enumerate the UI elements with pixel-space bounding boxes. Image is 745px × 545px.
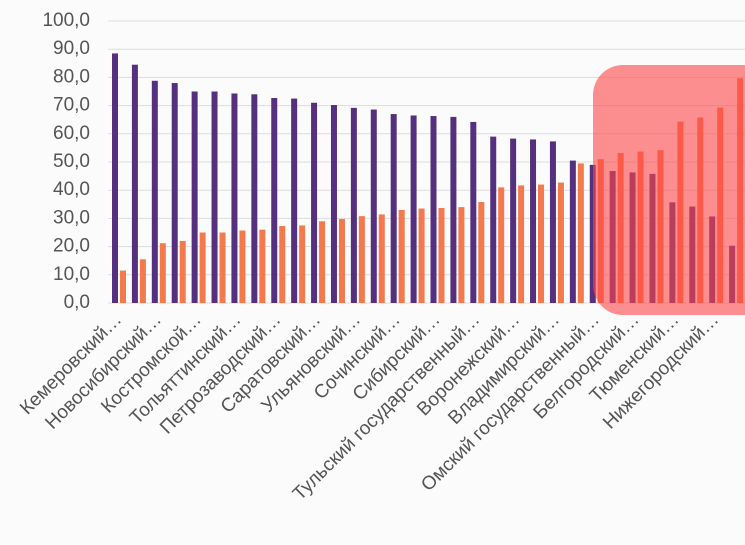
bar — [490, 136, 497, 303]
y-tick-label: 10,0 — [53, 264, 90, 285]
y-tick-label: 30,0 — [53, 207, 90, 228]
y-tick-label: 40,0 — [53, 179, 90, 200]
bar — [557, 182, 564, 303]
bar — [430, 116, 437, 303]
bar — [191, 91, 198, 303]
bar — [398, 209, 405, 303]
y-tick-label: 50,0 — [53, 151, 90, 172]
y-tick-label: 60,0 — [53, 123, 90, 144]
bar — [338, 218, 345, 303]
bar — [350, 107, 357, 303]
bar — [438, 207, 445, 303]
bar — [231, 93, 238, 303]
bar — [151, 80, 158, 303]
bar — [171, 83, 178, 303]
bar — [410, 115, 417, 303]
bar — [478, 202, 485, 303]
y-tick-label: 90,0 — [53, 38, 90, 59]
bar — [271, 97, 278, 304]
bar — [112, 53, 118, 304]
bar — [549, 141, 556, 303]
bar — [378, 214, 385, 303]
bar — [120, 270, 126, 303]
bar — [470, 121, 477, 304]
bar — [569, 160, 576, 303]
bar — [179, 240, 186, 303]
bar — [370, 109, 377, 303]
bar — [159, 243, 166, 303]
bar — [458, 207, 465, 303]
bar — [577, 163, 584, 303]
bar — [211, 91, 218, 303]
bar — [518, 185, 525, 303]
y-tick-label: 0,0 — [64, 292, 90, 313]
y-tick-label: 70,0 — [53, 95, 90, 116]
bar — [291, 98, 298, 303]
bar — [239, 230, 246, 303]
bar — [358, 216, 365, 303]
bar — [299, 225, 306, 303]
bar — [498, 187, 505, 303]
bar — [251, 94, 258, 303]
y-tick-label: 80,0 — [53, 66, 90, 87]
bar — [390, 114, 397, 303]
bar — [418, 208, 425, 303]
y-tick-label: 100,0 — [42, 10, 90, 31]
bar — [219, 232, 226, 303]
bar — [319, 221, 326, 303]
bar — [330, 105, 337, 303]
bar — [510, 138, 517, 303]
bar — [279, 226, 286, 303]
bar — [139, 259, 146, 303]
y-tick-label: 20,0 — [53, 236, 90, 257]
bar — [131, 64, 138, 304]
highlight — [593, 65, 745, 315]
bar — [538, 184, 545, 303]
bar — [530, 139, 537, 303]
bar — [199, 232, 206, 303]
bar — [259, 229, 266, 303]
bar — [311, 102, 318, 303]
bar — [450, 116, 457, 303]
bar — [589, 164, 596, 303]
